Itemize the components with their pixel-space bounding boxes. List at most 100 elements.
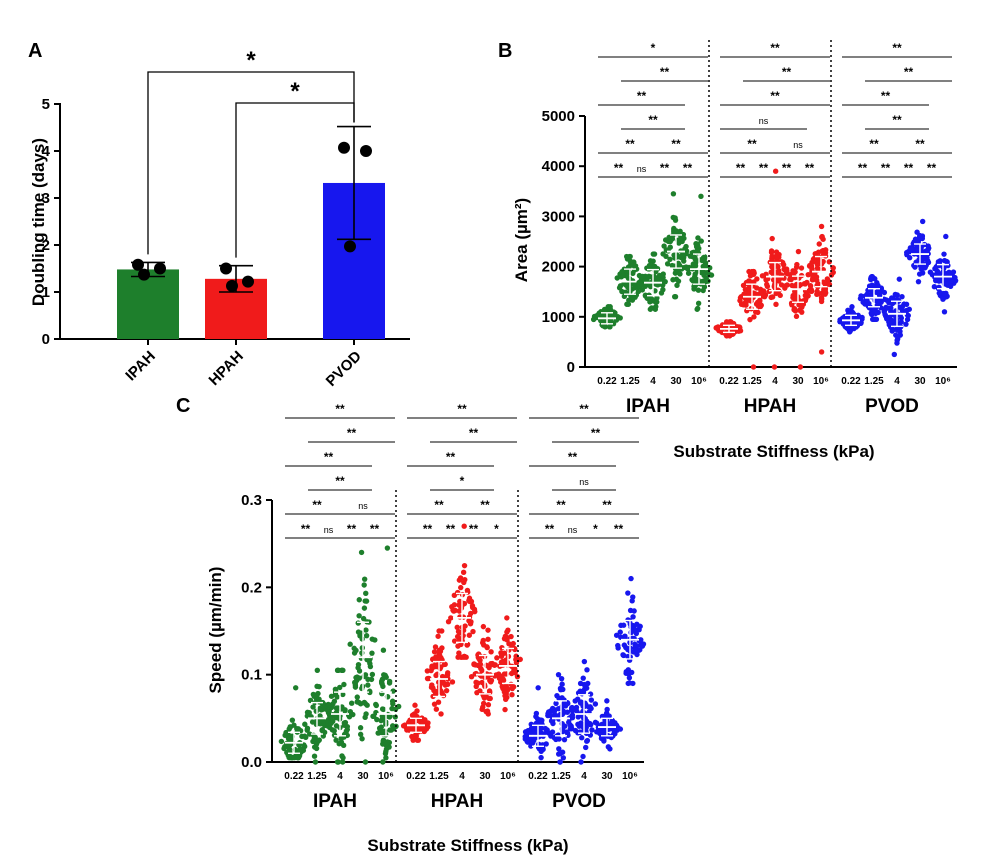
data-point [822, 288, 828, 294]
data-point [362, 598, 368, 604]
significance-bracket [235, 102, 355, 258]
data-point [565, 700, 571, 707]
data-point [818, 349, 825, 355]
data-point [723, 319, 730, 325]
data-point [620, 652, 627, 659]
data-point [818, 223, 825, 230]
data-point [509, 685, 515, 692]
significance-label: * [460, 474, 465, 488]
x-tick-label: 1.25 [864, 376, 884, 387]
significance-label: * [593, 522, 598, 536]
data-point [941, 291, 948, 297]
data-point [882, 311, 888, 318]
data-point [754, 276, 760, 282]
data-point [362, 714, 368, 721]
data-point [903, 301, 910, 307]
data-point [869, 311, 875, 318]
data-point [389, 698, 396, 704]
data-point [802, 292, 809, 299]
data-point [895, 333, 901, 339]
data-point [154, 262, 166, 275]
bar-ipah [117, 269, 179, 339]
data-point [338, 141, 350, 154]
data-point [389, 705, 395, 712]
data-point [344, 240, 356, 253]
x-tick-label: 4 [772, 376, 778, 387]
data-point [799, 309, 805, 315]
data-point [411, 711, 418, 717]
data-point [367, 688, 373, 694]
significance-label: ** [480, 498, 490, 512]
data-point [890, 299, 896, 305]
data-point [654, 295, 660, 301]
data-point [675, 267, 682, 274]
x-tick-label: 1.25 [620, 376, 640, 387]
data-point [331, 728, 337, 734]
data-point [768, 248, 775, 254]
data-point [700, 255, 707, 261]
data-point [363, 590, 369, 597]
y-tick-label: 0 [42, 331, 50, 348]
data-point [313, 745, 320, 752]
significance-label: ns [324, 525, 334, 535]
data-point [789, 282, 795, 289]
data-point [380, 706, 387, 713]
data-point [348, 700, 355, 706]
data-point [840, 321, 847, 327]
data-point [737, 328, 744, 334]
data-point [278, 738, 285, 745]
data-point [340, 755, 346, 761]
data-point [560, 755, 567, 761]
data-point [630, 614, 636, 620]
data-point [379, 681, 385, 687]
x-tick-label-hpah: HPAH [206, 348, 247, 389]
data-point [625, 301, 632, 307]
significance-label: ns [568, 525, 578, 535]
data-point [588, 697, 595, 703]
data-point [692, 271, 698, 277]
data-point [287, 724, 293, 730]
x-tick-label: 4 [337, 771, 343, 782]
significance-label: ** [347, 426, 357, 440]
data-point [510, 640, 516, 647]
data-point [484, 644, 490, 650]
data-point [461, 579, 467, 586]
x-tick-label: 4 [894, 376, 900, 387]
data-point [429, 682, 435, 688]
data-point [653, 303, 659, 310]
data-point [589, 727, 595, 733]
x-tick-label: 0.22 [406, 771, 426, 782]
significance-label: ** [660, 161, 670, 175]
data-point [431, 649, 438, 655]
data-point [386, 678, 393, 685]
data-point [487, 695, 493, 702]
data-point [660, 287, 666, 293]
significance-label: ** [579, 402, 589, 416]
data-point [941, 257, 948, 264]
data-point [390, 688, 396, 694]
x-tick-label: 30 [357, 771, 369, 782]
data-point [360, 615, 367, 622]
data-point [545, 709, 552, 715]
group-label-ipah: IPAH [313, 791, 357, 812]
data-point [523, 732, 530, 739]
significance-label: ** [625, 137, 635, 151]
data-point [633, 630, 640, 637]
data-point [508, 681, 514, 687]
data-point [502, 706, 508, 713]
significance-label: ns [637, 164, 647, 174]
data-point [334, 694, 340, 700]
x-tick-label: 10⁶ [622, 771, 638, 782]
data-point [337, 684, 343, 691]
significance-label: ** [904, 65, 914, 79]
significance-label: ns [759, 116, 769, 126]
data-point [481, 693, 487, 699]
data-point [340, 691, 346, 698]
data-point [869, 282, 875, 288]
data-point [551, 708, 558, 715]
data-point [438, 711, 444, 717]
data-point [283, 729, 289, 736]
data-point [648, 296, 655, 302]
panel-b-y-axis-title: Area (µm²) [512, 198, 531, 282]
significance-label: ** [347, 522, 357, 536]
